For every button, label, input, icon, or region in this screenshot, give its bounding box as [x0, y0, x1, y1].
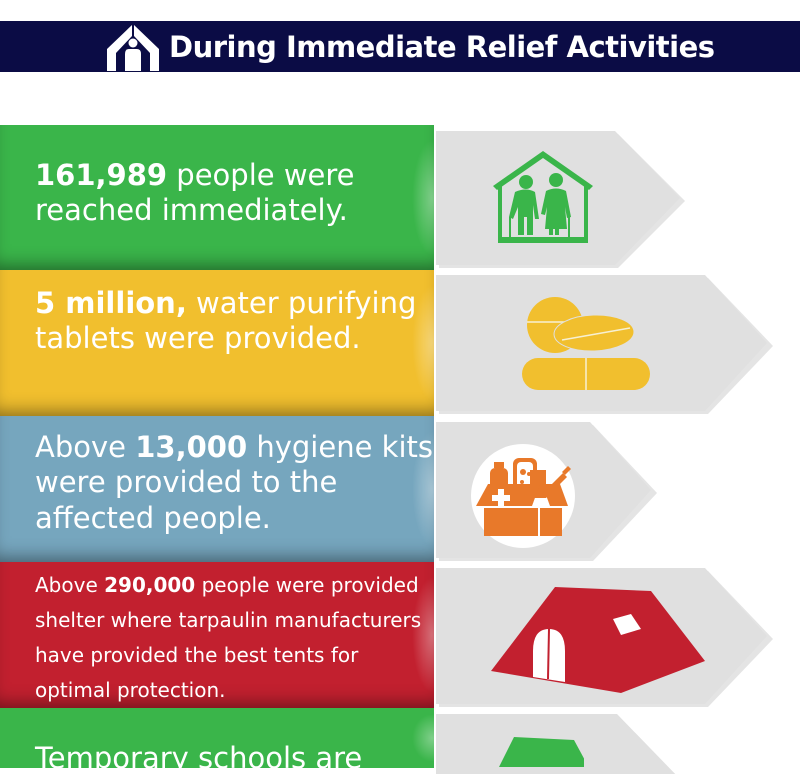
stat-description: water purifying tablets were provided.	[35, 286, 417, 356]
stat-row-shelter: Above 290,000 people were provided shelt…	[0, 562, 800, 708]
stat-prefix: Above	[35, 430, 136, 464]
stat-row-people-reached: 161,989 people were reached immediately.	[0, 125, 800, 270]
stat-text: 161,989 people were reached immediately.	[35, 158, 434, 229]
stat-text: Above 13,000 hygiene kits were provided …	[35, 430, 434, 536]
stat-panel: 5 million, water purifying tablets were …	[0, 270, 434, 416]
header-bar: During Immediate Relief Activities	[0, 21, 800, 72]
stat-panel: 161,989 people were reached immediately.	[0, 125, 434, 270]
tent-icon	[491, 587, 705, 693]
stat-prefix: Above	[35, 573, 105, 597]
stat-highlight: 13,000	[135, 430, 248, 464]
stat-text: Temporary schools are	[35, 741, 362, 768]
stat-highlight: 290,000	[104, 573, 196, 597]
stat-highlight: 5 million,	[35, 286, 187, 320]
stat-highlight: 161,989	[35, 158, 168, 192]
hygiene-kit-box-icon	[471, 444, 575, 548]
stat-panel: Above 13,000 hygiene kits were provided …	[0, 416, 434, 562]
stat-description: hygiene kits were provided to the affect…	[35, 430, 433, 535]
elderly-couple-house-icon	[493, 151, 593, 243]
stat-panel: Temporary schools are	[0, 708, 434, 768]
stat-row-water-tablets: 5 million, water purifying tablets were …	[0, 270, 800, 416]
stat-row-temporary-schools: Temporary schools are	[0, 708, 800, 774]
pills-tablets-icon	[522, 297, 650, 390]
stat-row-hygiene-kits: Above 13,000 hygiene kits were provided …	[0, 416, 800, 562]
stat-text: 5 million, water purifying tablets were …	[35, 286, 434, 357]
stat-text: Above 290,000 people were provided shelt…	[35, 568, 434, 708]
shelter-hands-person-icon	[107, 24, 159, 71]
stat-description: people were reached immediately.	[35, 158, 355, 228]
school-tent-icon	[499, 737, 584, 767]
page-title: During Immediate Relief Activities	[169, 29, 715, 64]
stat-description: people were provided shelter where tarpa…	[35, 573, 422, 702]
stat-description: Temporary schools are	[35, 741, 363, 768]
stat-panel: Above 290,000 people were provided shelt…	[0, 562, 434, 708]
